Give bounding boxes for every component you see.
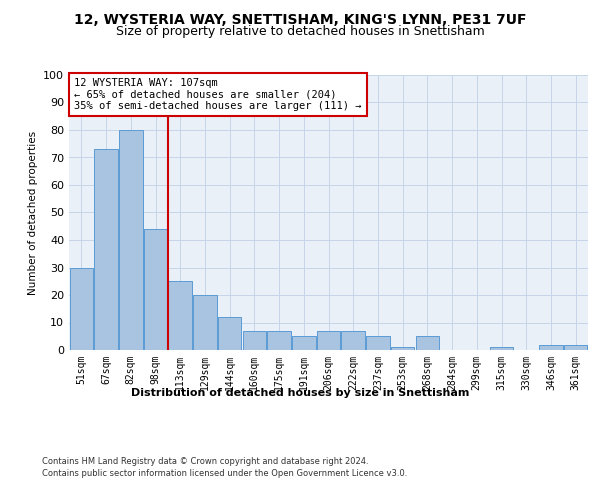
Text: Size of property relative to detached houses in Snettisham: Size of property relative to detached ho… xyxy=(116,25,484,38)
Text: 12 WYSTERIA WAY: 107sqm
← 65% of detached houses are smaller (204)
35% of semi-d: 12 WYSTERIA WAY: 107sqm ← 65% of detache… xyxy=(74,78,362,111)
Bar xyxy=(144,229,167,350)
Bar xyxy=(539,344,563,350)
Text: Contains HM Land Registry data © Crown copyright and database right 2024.: Contains HM Land Registry data © Crown c… xyxy=(42,458,368,466)
Bar xyxy=(119,130,143,350)
Bar xyxy=(391,347,415,350)
Text: Distribution of detached houses by size in Snettisham: Distribution of detached houses by size … xyxy=(131,388,469,398)
Y-axis label: Number of detached properties: Number of detached properties xyxy=(28,130,38,294)
Bar xyxy=(242,331,266,350)
Bar xyxy=(292,336,316,350)
Bar xyxy=(366,336,389,350)
Bar xyxy=(564,344,587,350)
Bar xyxy=(268,331,291,350)
Bar xyxy=(218,317,241,350)
Bar xyxy=(317,331,340,350)
Bar xyxy=(169,281,192,350)
Bar xyxy=(416,336,439,350)
Text: Contains public sector information licensed under the Open Government Licence v3: Contains public sector information licen… xyxy=(42,469,407,478)
Text: 12, WYSTERIA WAY, SNETTISHAM, KING'S LYNN, PE31 7UF: 12, WYSTERIA WAY, SNETTISHAM, KING'S LYN… xyxy=(74,12,526,26)
Bar xyxy=(193,295,217,350)
Bar xyxy=(70,268,93,350)
Bar xyxy=(490,347,513,350)
Bar xyxy=(94,149,118,350)
Bar xyxy=(341,331,365,350)
